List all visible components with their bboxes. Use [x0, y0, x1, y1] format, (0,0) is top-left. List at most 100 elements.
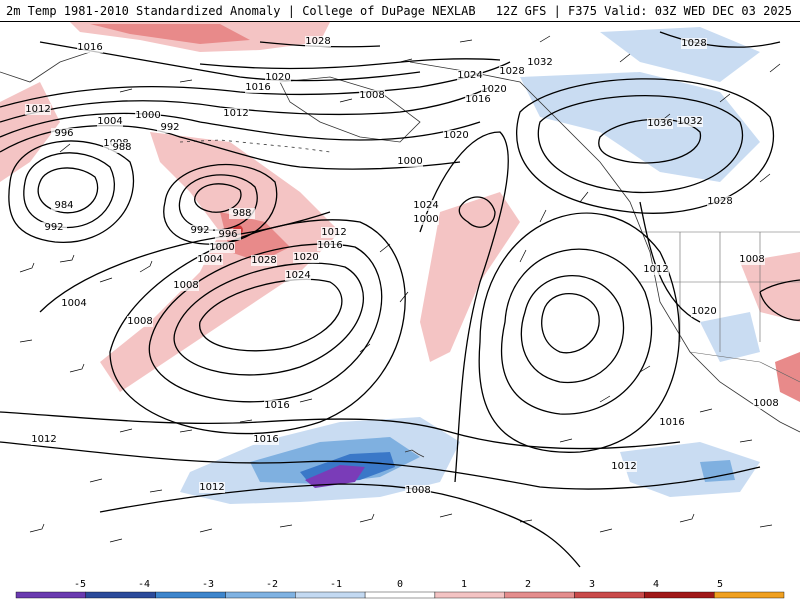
isobar-label-bg [611, 461, 637, 472]
isobar-label-bg [643, 264, 669, 275]
isobar-high-east-1020 [500, 248, 653, 415]
model-valid-time: 12Z GFS | F375 Valid: 03Z WED DEC 03 202… [495, 4, 792, 18]
isobar-label-bg [405, 485, 431, 496]
colorbar-band [225, 591, 296, 599]
isobar-label: 1028 [707, 196, 732, 207]
isobar-992-low-center [163, 163, 278, 245]
isobar-label-bg [61, 298, 87, 309]
isobar-label: 1016 [465, 94, 490, 105]
isobar-1020-north [199, 58, 501, 70]
isobar-label-bg [199, 482, 225, 493]
north-america-coast [409, 61, 800, 433]
isobar-label: 1008 [173, 280, 198, 291]
cool-anomaly-east-pacific-mid [700, 460, 735, 482]
isobar-label-bg [707, 196, 733, 207]
isobar-label: 1020 [691, 306, 716, 317]
colorbar-tick-label: 1 [461, 579, 467, 590]
isobar-label: 1016 [77, 42, 102, 53]
colorbar-band [295, 591, 366, 599]
isobar-label: 1032 [677, 116, 702, 127]
wind-barbs [19, 35, 781, 543]
colorbar-band [713, 591, 785, 599]
isobar-1028-far-north [659, 31, 781, 48]
isobar-label-bg [465, 94, 491, 105]
isobar-low-center [194, 183, 242, 213]
isobar-label-bg [413, 214, 439, 225]
isobar-label-bg [677, 116, 703, 127]
isobar-1008-center [39, 211, 331, 313]
isobar-label: 992 [190, 225, 209, 236]
isobar-label: 1004 [197, 254, 222, 265]
cool-anomaly-canada-north [600, 27, 760, 82]
isobar-label-bg [293, 252, 319, 263]
isobar-label-bg [223, 108, 249, 119]
isobar-label-bg [97, 116, 123, 127]
isobar-label: 1004 [61, 298, 86, 309]
isobar-label-bg [173, 280, 199, 291]
isobar-label: 1016 [317, 240, 342, 251]
isobar-1024-canada [515, 78, 775, 214]
colorbar-tick-labels: -5 -4 -3 -2 -1 0 1 2 3 4 5 [74, 579, 723, 590]
isobar-label: 1008 [753, 398, 778, 409]
isobar-1012-trough [419, 131, 509, 483]
colorbar-tick-label: -1 [330, 579, 342, 590]
isobar-label: 1012 [31, 434, 56, 445]
isobar-label-bg [31, 434, 57, 445]
hawaii-islands [404, 449, 425, 458]
colorbar-graphic: -5 -4 -3 -2 -1 0 1 2 3 4 5 [15, 579, 785, 599]
isobar-label-bg [413, 200, 439, 211]
isobar-label: 1032 [527, 57, 552, 68]
isobar-label-bg [305, 36, 331, 47]
isobar-label-bg [359, 90, 385, 101]
isobar-label: 1024 [457, 70, 482, 81]
isobar-label-bg [457, 70, 483, 81]
isobar-1012-band [0, 61, 511, 108]
isobar-high-east-1024 [520, 275, 625, 384]
isobar-label: 992 [44, 222, 63, 233]
colorbar-tick-label: 0 [397, 579, 403, 590]
isobar-1028-canada [537, 95, 743, 194]
isobar-1012-south [0, 441, 761, 490]
isobar-label-bg [77, 42, 103, 53]
isobar-1008-band [0, 86, 491, 123]
isobar-label: 1012 [611, 461, 636, 472]
colorbar-band [434, 591, 505, 599]
isobar-label-bg [127, 316, 153, 327]
isobar-label: 1000 [413, 214, 438, 225]
isobar-1000-band [0, 124, 461, 170]
isobar-label: 1000 [397, 156, 422, 167]
isobar-label: 1028 [681, 38, 706, 49]
isobar-label: 1016 [253, 434, 278, 445]
isobar-1032-canada [598, 118, 701, 164]
isobar-label: 1004 [97, 116, 122, 127]
isobar-label: 1008 [127, 316, 152, 327]
isobar-label-bg [187, 225, 213, 236]
isobar-label-bg [659, 417, 685, 428]
isobar-label-bg [215, 229, 241, 240]
cool-anomaly-east-pacific [620, 442, 760, 497]
isobar-label-bg [443, 130, 469, 141]
isobar-high-center-1016 [148, 243, 383, 403]
isobar-label: 992 [160, 122, 179, 133]
colorbar-band [574, 591, 645, 599]
isobar-high-east-inner [541, 292, 600, 354]
colorbar-tick-label: -5 [74, 579, 86, 590]
isobar-high-center-1020 [173, 262, 364, 376]
isobar-label: 1020 [481, 84, 506, 95]
isobar-label: 996 [218, 229, 237, 240]
isobar-label-bg [397, 156, 423, 167]
colorbar-tick-label: 3 [589, 579, 595, 590]
isobar-gulf-low [458, 196, 496, 228]
isobar-label-bg [229, 208, 255, 219]
isobar-label: 988 [232, 208, 251, 219]
isobar-label: 1008 [359, 90, 384, 101]
isobar-label: 1028 [305, 36, 330, 47]
isobar-label-bg [253, 434, 279, 445]
isobar-label-bg [681, 38, 707, 49]
isobar-label-bg [51, 128, 77, 139]
colorbar-bands [15, 591, 785, 599]
product-title: 2m Temp 1981-2010 Standardized Anomaly |… [6, 4, 476, 18]
isobar-label-bg [25, 104, 51, 115]
isobar-label-bg [197, 254, 223, 265]
